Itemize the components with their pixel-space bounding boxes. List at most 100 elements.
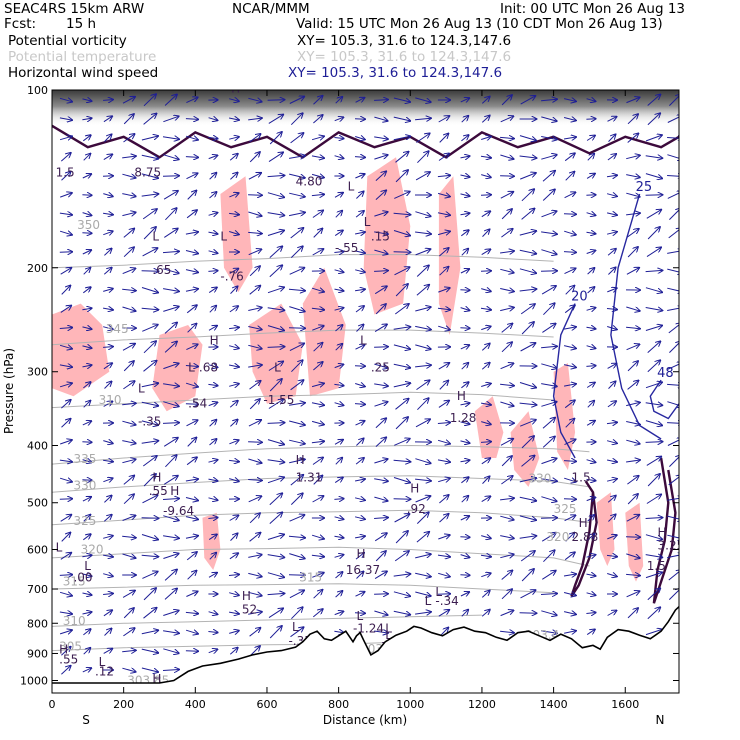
extremum-label: .92: [407, 502, 426, 516]
pv-shaded-region: [474, 396, 504, 458]
wind-arrow: [647, 95, 661, 106]
wind-arrow: [481, 496, 491, 503]
wind-arrow: [334, 611, 344, 614]
wind-arrow: [248, 211, 261, 216]
wind-arrow: [438, 116, 450, 123]
wind-arrow: [59, 136, 72, 139]
wind-arrow: [142, 209, 157, 220]
wind-arrow: [563, 99, 576, 102]
wind-arrow: [586, 251, 596, 254]
theta-contour: [52, 329, 554, 346]
wind-arrow: [249, 533, 261, 542]
wind-arrow: [374, 155, 387, 160]
wind-arrow: [185, 383, 198, 387]
wind-arrow: [374, 286, 387, 295]
wind-arrow: [480, 442, 491, 443]
wind-arrow: [209, 439, 217, 446]
wind-arrow: [185, 157, 198, 158]
wind-arrow: [626, 553, 639, 558]
wind-arrow: [461, 477, 468, 484]
wind-arrow: [519, 231, 536, 236]
pv-contour: [52, 124, 679, 159]
wind-arrow: [541, 155, 556, 160]
wind-arrow: [141, 136, 158, 141]
wind-arrow: [460, 422, 470, 424]
wind-arrow: [208, 213, 218, 216]
wind-arrow: [667, 192, 679, 199]
wind-arrow: [313, 362, 322, 371]
wind-arrow: [60, 306, 71, 313]
wind-arrow: [667, 401, 679, 407]
stratosphere-shading: [52, 90, 679, 126]
pv-shaded-region: [596, 492, 615, 566]
wind-arrow: [394, 439, 409, 446]
x-tick-label: 1000: [396, 698, 424, 711]
theta-label: 335: [73, 452, 96, 466]
wind-arrow: [667, 363, 679, 370]
wind-arrow: [564, 384, 576, 386]
wind-arrow: [103, 154, 112, 161]
wind-arrow: [82, 99, 92, 101]
y-axis-label: Pressure (hPa): [2, 348, 16, 434]
wind-arrow: [438, 478, 450, 481]
wind-arrow: [501, 456, 512, 467]
wind-arrow: [563, 214, 576, 215]
legend-theta-name: Potential temperature: [8, 49, 157, 65]
wind-arrow: [248, 327, 261, 330]
wind-arrow: [608, 381, 616, 389]
wind-arrow: [437, 193, 450, 196]
wind-arrow: [356, 192, 363, 199]
wind-arrow: [356, 572, 364, 579]
wind-arrow: [269, 246, 282, 258]
wind-arrow: [334, 156, 344, 159]
wind-arrow: [248, 480, 262, 481]
wind-arrow: [375, 304, 386, 315]
wind-arrow: [460, 555, 470, 558]
wind-arrow: [289, 268, 305, 275]
wind-arrow: [586, 383, 595, 388]
wind-arrow: [141, 155, 158, 158]
wind-arrow: [481, 422, 491, 425]
wind-arrow: [606, 194, 617, 197]
wind-arrow: [586, 574, 596, 576]
wind-arrow: [586, 346, 596, 349]
wind-arrow: [375, 171, 386, 181]
wind-arrow: [564, 478, 576, 482]
wind-arrow: [668, 475, 679, 486]
wind-arrow: [627, 494, 638, 505]
wind-arrow: [667, 268, 679, 273]
fcst-label: Fcst:: [4, 16, 37, 32]
wind-arrow: [393, 383, 410, 388]
wind-arrow: [500, 536, 514, 539]
wind-arrow: [312, 496, 324, 503]
wind-arrow: [521, 322, 534, 335]
extremum-label: L: [292, 620, 299, 634]
wind-arrow: [104, 382, 112, 389]
wind-arrow: [334, 477, 343, 484]
wind-arrow: [586, 366, 595, 367]
wind-arrow: [334, 270, 344, 272]
wind-arrow: [103, 536, 113, 539]
wind-arrow: [143, 227, 156, 240]
wind-arrow: [519, 156, 537, 158]
wind-arrow: [647, 360, 660, 373]
wind-arrow: [268, 362, 283, 371]
wind-arrow: [208, 271, 217, 272]
wind-arrow: [229, 516, 239, 521]
wind-arrow: [460, 575, 469, 576]
wind-arrow: [163, 476, 178, 485]
wind-arrow: [143, 114, 157, 125]
wind-arrow: [312, 573, 323, 578]
wind-arrow: [82, 460, 92, 463]
wind-arrow: [268, 152, 283, 163]
wind-arrow: [437, 308, 450, 310]
wind-arrow: [289, 420, 305, 425]
wind-arrow: [311, 421, 324, 424]
plot-frame: [51, 89, 680, 694]
wind-arrow: [354, 251, 365, 253]
x-tick-label: 600: [256, 698, 277, 711]
wind-arrow: [375, 551, 386, 562]
wind-arrow: [185, 232, 198, 234]
wind-arrow: [334, 117, 344, 120]
wind-arrow: [541, 249, 556, 255]
